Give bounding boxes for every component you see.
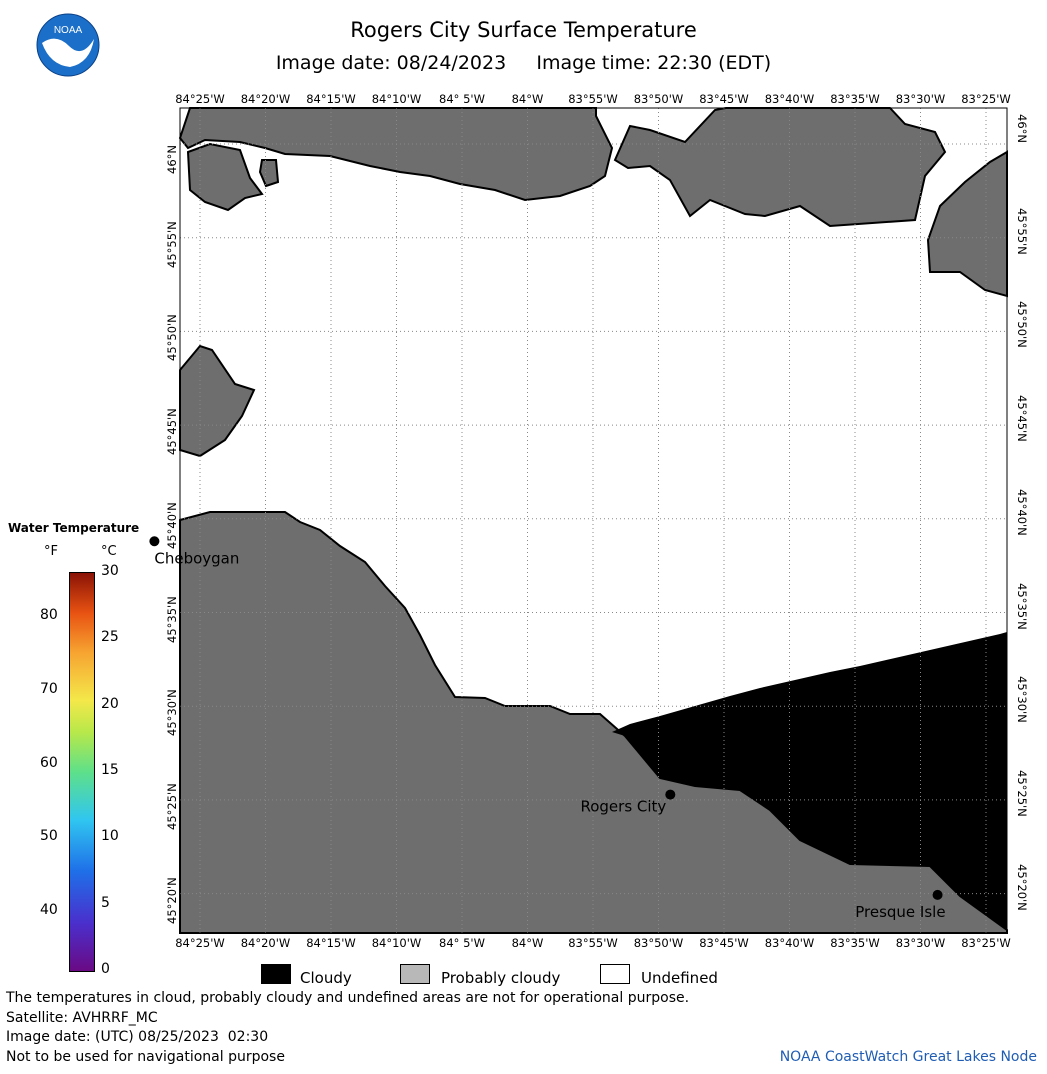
island-west [258,159,280,188]
lat-lon-grid [180,108,1007,933]
navigation-notice: Not to be used for navigational purpose [6,1049,285,1065]
fahrenheit-tick-label: 60 [40,754,58,771]
land-areas [178,107,1008,934]
celsius-tick-label: 0 [101,961,110,977]
city-label: Rogers City [580,798,666,816]
page-title: Rogers City Surface Temperature [350,18,697,42]
lon-label: 83°45'W [699,936,749,950]
lat-label: 45°25'N [1015,769,1029,817]
lon-label: 84°W [511,92,544,106]
east-headland [926,150,1008,298]
lat-label: 45°20'N [1015,863,1029,911]
celsius-tick-label: 30 [101,563,119,579]
image-time: 22:30 (EDT) [657,52,772,74]
lon-label: 84°10'W [371,92,422,106]
lon-label: 83°55'W [568,936,618,950]
fahrenheit-tick-label: 50 [40,828,58,845]
lon-label: 83°30'W [895,936,946,950]
lon-label: 84°20'W [240,936,291,950]
lat-label: 45°45'N [165,408,179,456]
temperature-colorbar [69,572,95,972]
lat-label: 45°25'N [165,783,179,830]
celsius-tick-label: 20 [101,695,119,712]
lon-label: 83°40'W [764,936,815,950]
lat-label: 45°20'N [165,876,179,924]
lat-label: 45°55'N [1015,207,1029,255]
lon-label: 84°20'W [240,92,291,106]
celsius-tick-label: 10 [101,828,119,845]
lat-label: 45°30'N [1015,676,1029,723]
lat-label: 45°45'N [1015,395,1029,442]
lat-label: 45°40'N [1015,488,1029,536]
lon-label: 84°W [511,936,544,950]
lon-label: 84°10'W [371,936,422,950]
cloudy-label: Cloudy [300,969,352,987]
upper-peninsula-shore-west-bay [186,142,264,212]
lon-label: 84° 5'W [439,936,485,950]
lon-label: 83°35'W [830,92,880,106]
date-label: Image date: [275,52,391,74]
satellite-text: Satellite: AVHRRF_MC [6,1010,158,1026]
lon-label: 83°25'W [961,92,1011,106]
logo-text: NOAA [54,25,83,36]
fahrenheit-tick-label: 40 [40,902,58,919]
city-label: Cheboygan [154,549,239,567]
celsius-tick-label: 5 [101,894,110,911]
lat-label: 46°N [165,145,179,174]
celsius-tick-label: 15 [101,762,119,778]
unit-fahrenheit: °F [44,544,58,559]
city-label: Presque Isle [855,903,945,921]
lon-label: 83°55'W [568,92,618,106]
lon-label: 84°25'W [175,936,225,950]
time-label: Image time: [536,52,652,74]
page-subtitle: Image date: 08/24/2023 Image time: 22:30… [0,52,1047,74]
lat-label: 45°30'N [165,689,179,737]
lon-label: 83°25'W [961,936,1011,950]
lon-label: 83°35'W [830,936,880,950]
lon-label: 83°50'W [633,936,684,950]
celsius-tick-label: 25 [101,629,119,646]
city-dot [932,889,943,900]
lat-label: 46°N [1015,114,1029,143]
upper-peninsula-shore-east [613,107,947,228]
city-dot [149,536,160,547]
lon-label: 84°25'W [175,92,225,106]
credit-text: NOAA CoastWatch Great Lakes Node [779,1049,1037,1065]
upper-peninsula-shore-west [178,107,614,202]
utc-date-text: Image date: (UTC) 08/25/2023 02:30 [6,1029,269,1045]
lon-label: 83°50'W [633,92,684,106]
lat-label: 45°40'N [165,502,179,549]
fahrenheit-tick-label: 70 [40,680,58,697]
map-frame [179,107,1008,934]
lon-label: 84°15'W [306,92,356,106]
probably-cloudy-label: Probably cloudy [441,969,561,987]
lat-label: 45°50'N [1015,301,1029,349]
lat-label: 45°35'N [1015,582,1029,630]
lat-label: 45°35'N [165,595,179,643]
disclaimer-text: The temperatures in cloud, probably clou… [6,990,690,1006]
city-dot [665,789,676,800]
undefined-label: Undefined [641,969,718,987]
lon-label: 83°45'W [699,92,749,106]
cloudy-swatch [261,964,291,984]
lon-label: 84° 5'W [439,92,485,106]
lat-label: 45°50'N [165,314,179,362]
west-point [179,344,256,458]
fahrenheit-tick-label: 80 [40,607,58,624]
lat-label: 45°55'N [165,220,179,268]
lon-label: 83°40'W [764,92,815,106]
unit-celsius: °C [101,544,117,559]
image-date: 08/24/2023 [396,52,507,74]
lon-label: 83°30'W [895,92,946,106]
legend-title: Water Temperature [8,521,140,535]
undefined-swatch [600,964,630,984]
lon-label: 84°15'W [306,936,356,950]
noaa-logo: NOAA [36,13,100,77]
city-markers: Cheboygan Rogers City Presque Isle [149,536,946,921]
probably-cloudy-swatch [400,964,430,984]
